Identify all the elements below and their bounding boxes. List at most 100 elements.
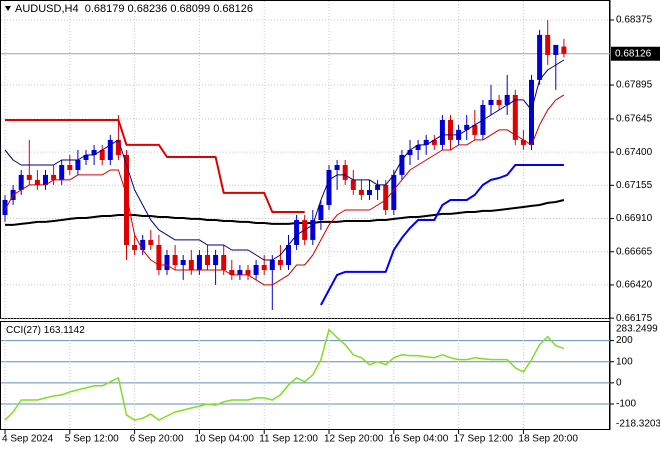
- y-limit-label: 283.2499: [616, 324, 658, 335]
- x-tick-label: 18 Sep 20:00: [518, 434, 578, 445]
- low: 0.68099: [170, 3, 211, 15]
- x-tick-label: 17 Sep 12:00: [454, 434, 514, 445]
- candle-body: [261, 265, 267, 271]
- indicator-line: [5, 119, 305, 213]
- candle-body: [375, 184, 381, 190]
- candle-body: [180, 259, 186, 266]
- candle-body: [464, 124, 470, 130]
- x-tick-label: 6 Sep 20:00: [130, 434, 184, 445]
- candle-body: [99, 149, 105, 160]
- symbol-header: AUDUSD,H4 0.68179 0.68236 0.68099 0.6812…: [15, 2, 253, 16]
- cci-panel-frame: [0, 321, 610, 430]
- candle-body: [294, 220, 300, 245]
- candle-body: [132, 244, 138, 250]
- candle-body: [350, 179, 356, 190]
- x-tick-label: 5 Sep 12:00: [65, 434, 119, 445]
- candle-body: [529, 79, 534, 145]
- y-tick-label: 0.66175: [616, 313, 653, 324]
- candle-body: [545, 34, 551, 55]
- y-tick-label: 0.66910: [616, 213, 653, 224]
- candle-body: [561, 46, 567, 54]
- x-tick-label: 16 Sep 04:00: [389, 434, 449, 445]
- x-tick-label: 11 Sep 12:00: [259, 434, 318, 445]
- candle-body: [431, 139, 437, 145]
- price-tag-label: 0.68126: [615, 48, 652, 59]
- candle-body: [391, 174, 397, 210]
- candle-body: [537, 34, 543, 80]
- candle-body: [358, 189, 364, 195]
- candle-body: [140, 239, 146, 250]
- candle-body: [423, 139, 429, 145]
- candle-body: [448, 120, 453, 140]
- candle-body: [342, 164, 348, 180]
- candle-body: [415, 144, 421, 150]
- candle-body: [439, 120, 445, 145]
- cci-header: CCI(27) 163.1142: [6, 324, 85, 338]
- candle-body: [196, 254, 202, 271]
- y-tick-label: 100: [616, 356, 633, 367]
- candle-body: [334, 164, 340, 171]
- candle-body: [2, 199, 8, 216]
- y-limit-label: -218.3203: [616, 419, 660, 430]
- candle-body: [51, 174, 57, 180]
- candle-body: [205, 254, 210, 266]
- candle-body: [115, 139, 121, 155]
- candle-body: [488, 99, 494, 105]
- candle-body: [213, 254, 219, 266]
- x-tick-label: 4 Sep 2024: [2, 434, 54, 445]
- main-panel-frame: [0, 0, 610, 319]
- candle-body: [326, 170, 332, 205]
- candle-body: [496, 99, 502, 105]
- y-tick-label: 0.67645: [616, 114, 653, 125]
- y-tick-label: 0.67895: [616, 80, 653, 91]
- candle-body: [253, 265, 259, 275]
- candle-body: [107, 139, 113, 160]
- candle-body: [383, 184, 389, 210]
- candle-body: [512, 94, 518, 140]
- candle-body: [553, 44, 559, 55]
- candle-body: [124, 154, 129, 245]
- cci-line: [4, 328, 565, 421]
- cci-last: 163.1142: [43, 325, 85, 336]
- y-tick-label: 0.66420: [616, 280, 653, 291]
- candle-body: [286, 244, 291, 266]
- candle-body: [188, 259, 194, 271]
- candle-body: [367, 189, 372, 195]
- candle-body: [245, 270, 251, 275]
- symbol: AUDUSD,H4: [15, 3, 79, 15]
- candle-body: [229, 270, 235, 275]
- high: 0.68236: [127, 3, 168, 15]
- indicator-line: [4, 59, 565, 261]
- indicator-line: [320, 164, 564, 306]
- y-tick-label: 0.68375: [616, 15, 653, 26]
- candle-body: [237, 270, 243, 275]
- candle-body: [75, 159, 81, 171]
- candle-body: [59, 164, 65, 180]
- y-tick-label: 0.66665: [616, 246, 653, 257]
- y-tick-label: 200: [616, 335, 633, 346]
- candle-body: [156, 244, 162, 271]
- y-tick-label: 0.67400: [616, 147, 653, 158]
- candle-body: [67, 164, 73, 171]
- y-tick-label: 0.67155: [616, 180, 653, 191]
- candle-body: [407, 149, 413, 155]
- close: 0.68126: [213, 3, 253, 15]
- candle-body: [148, 239, 154, 245]
- candle-body: [26, 174, 32, 180]
- candle-body: [91, 149, 97, 155]
- candle-body: [83, 154, 89, 160]
- y-tick-label: 0: [616, 378, 622, 389]
- candle-body: [43, 174, 48, 185]
- candle-body: [399, 154, 405, 175]
- candle-body: [277, 259, 283, 266]
- candle-body: [34, 179, 40, 185]
- candle-body: [310, 220, 316, 240]
- candle-body: [221, 254, 227, 271]
- indicator-line: [4, 94, 565, 286]
- y-tick-label: -100: [616, 399, 636, 410]
- open: 0.68179: [84, 3, 125, 15]
- x-tick-label: 10 Sep 04:00: [194, 434, 254, 445]
- candle-body: [164, 254, 170, 271]
- moving-average: [5, 199, 565, 226]
